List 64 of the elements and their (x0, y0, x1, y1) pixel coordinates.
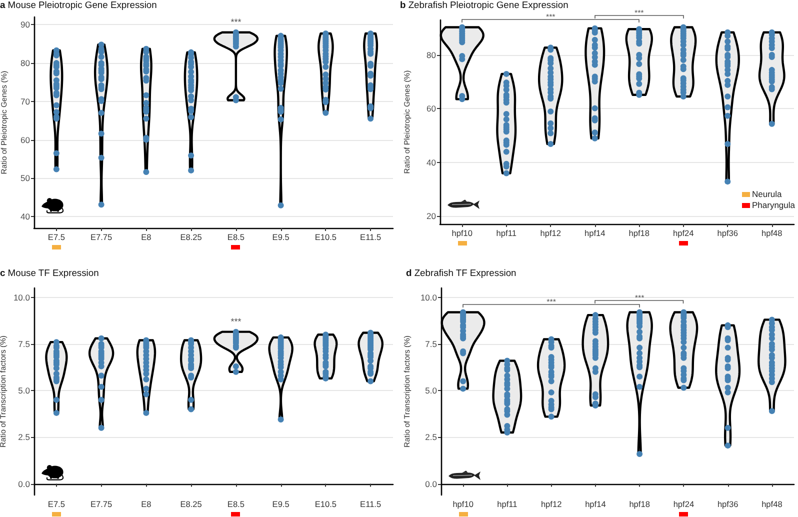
text: *** (634, 8, 644, 18)
y-tick-label: 70 (20, 96, 30, 106)
chart-title: d Zebrafish TF Expression (406, 267, 516, 278)
x-tick-label: E8.25 (180, 499, 202, 509)
annotation: *** (230, 316, 242, 326)
x-tick-label: E9.5 (272, 232, 290, 242)
chart-title: a Mouse Pleiotropic Gene Expression (0, 0, 157, 10)
y-tick-label: 0.0 (18, 478, 30, 489)
chart-title: c Mouse TF Expression (0, 267, 99, 278)
annotation: *** (546, 12, 556, 22)
annotation: *** (230, 16, 242, 27)
x-tick-label: E10.5 (314, 499, 337, 509)
y-tick-label: 20 (426, 210, 436, 221)
y-tick-label: 0.0 (425, 478, 438, 489)
y-tick-label: 60 (20, 134, 30, 145)
y-tick-label: 90 (20, 20, 30, 30)
x-tick-label: hpf48 (762, 499, 783, 509)
annotation: *** (546, 298, 556, 307)
x-tick-label: hpf24 (673, 499, 694, 509)
y-tick-label: 7.5 (18, 338, 30, 349)
x-tick-label: hpf36 (717, 499, 739, 509)
y-tick-label: 80 (20, 58, 30, 68)
annotation: Pharyngula (752, 200, 796, 210)
x-tick-label: E7.75 (90, 499, 113, 509)
x-tick-label: E11.5 (360, 232, 382, 242)
x-tick-label: E8 (141, 499, 152, 509)
x-tick-label: hpf18 (628, 228, 650, 238)
y-tick-label: 7.5 (425, 338, 438, 349)
x-tick-label: E7.75 (90, 232, 113, 242)
y-tick-label: 60 (426, 104, 436, 114)
x-tick-label: E7.5 (48, 499, 66, 509)
y-tick-label: 10.0 (13, 292, 30, 302)
x-tick-label: E8.5 (227, 499, 245, 509)
y-tick-label: 2.5 (425, 432, 438, 442)
y-tick-label: 80 (426, 50, 436, 60)
x-tick-label: E8.5 (227, 232, 245, 242)
x-tick-label: hpf14 (584, 228, 606, 238)
x-tick-label: hpf24 (672, 228, 694, 238)
y-tick-label: 50 (20, 173, 30, 184)
x-tick-label: E9.5 (272, 499, 290, 509)
x-tick-label: hpf11 (497, 499, 518, 509)
annotation: Neurula (752, 189, 782, 199)
chart-title: b Zebrafish Pleiotropic Gene Expression (400, 0, 568, 10)
y-tick-label: 40 (426, 157, 436, 168)
x-tick-label: hpf36 (717, 228, 738, 238)
y-tick-label: 5.0 (425, 386, 438, 396)
annotation: *** (634, 294, 644, 303)
x-tick-label: hpf48 (761, 228, 783, 238)
x-tick-label: E8 (141, 232, 152, 242)
x-tick-label: hpf10 (452, 499, 474, 509)
y-tick-label: 5.0 (18, 386, 30, 396)
x-tick-label: hpf11 (496, 228, 517, 238)
x-tick-label: hpf12 (540, 499, 562, 509)
y-tick-label: 2.5 (18, 432, 30, 442)
x-tick-label: E11.5 (360, 499, 382, 509)
x-tick-label: hpf14 (585, 499, 606, 509)
x-tick-label: E8.25 (180, 232, 202, 242)
x-tick-label: hpf12 (540, 228, 562, 238)
x-tick-label: hpf18 (629, 499, 650, 509)
x-tick-label: E10.5 (314, 232, 337, 242)
x-tick-label: E7.5 (48, 232, 66, 242)
x-tick-label: hpf10 (452, 228, 473, 238)
y-tick-label: 10.0 (420, 292, 438, 302)
y-tick-label: 40 (20, 211, 30, 222)
